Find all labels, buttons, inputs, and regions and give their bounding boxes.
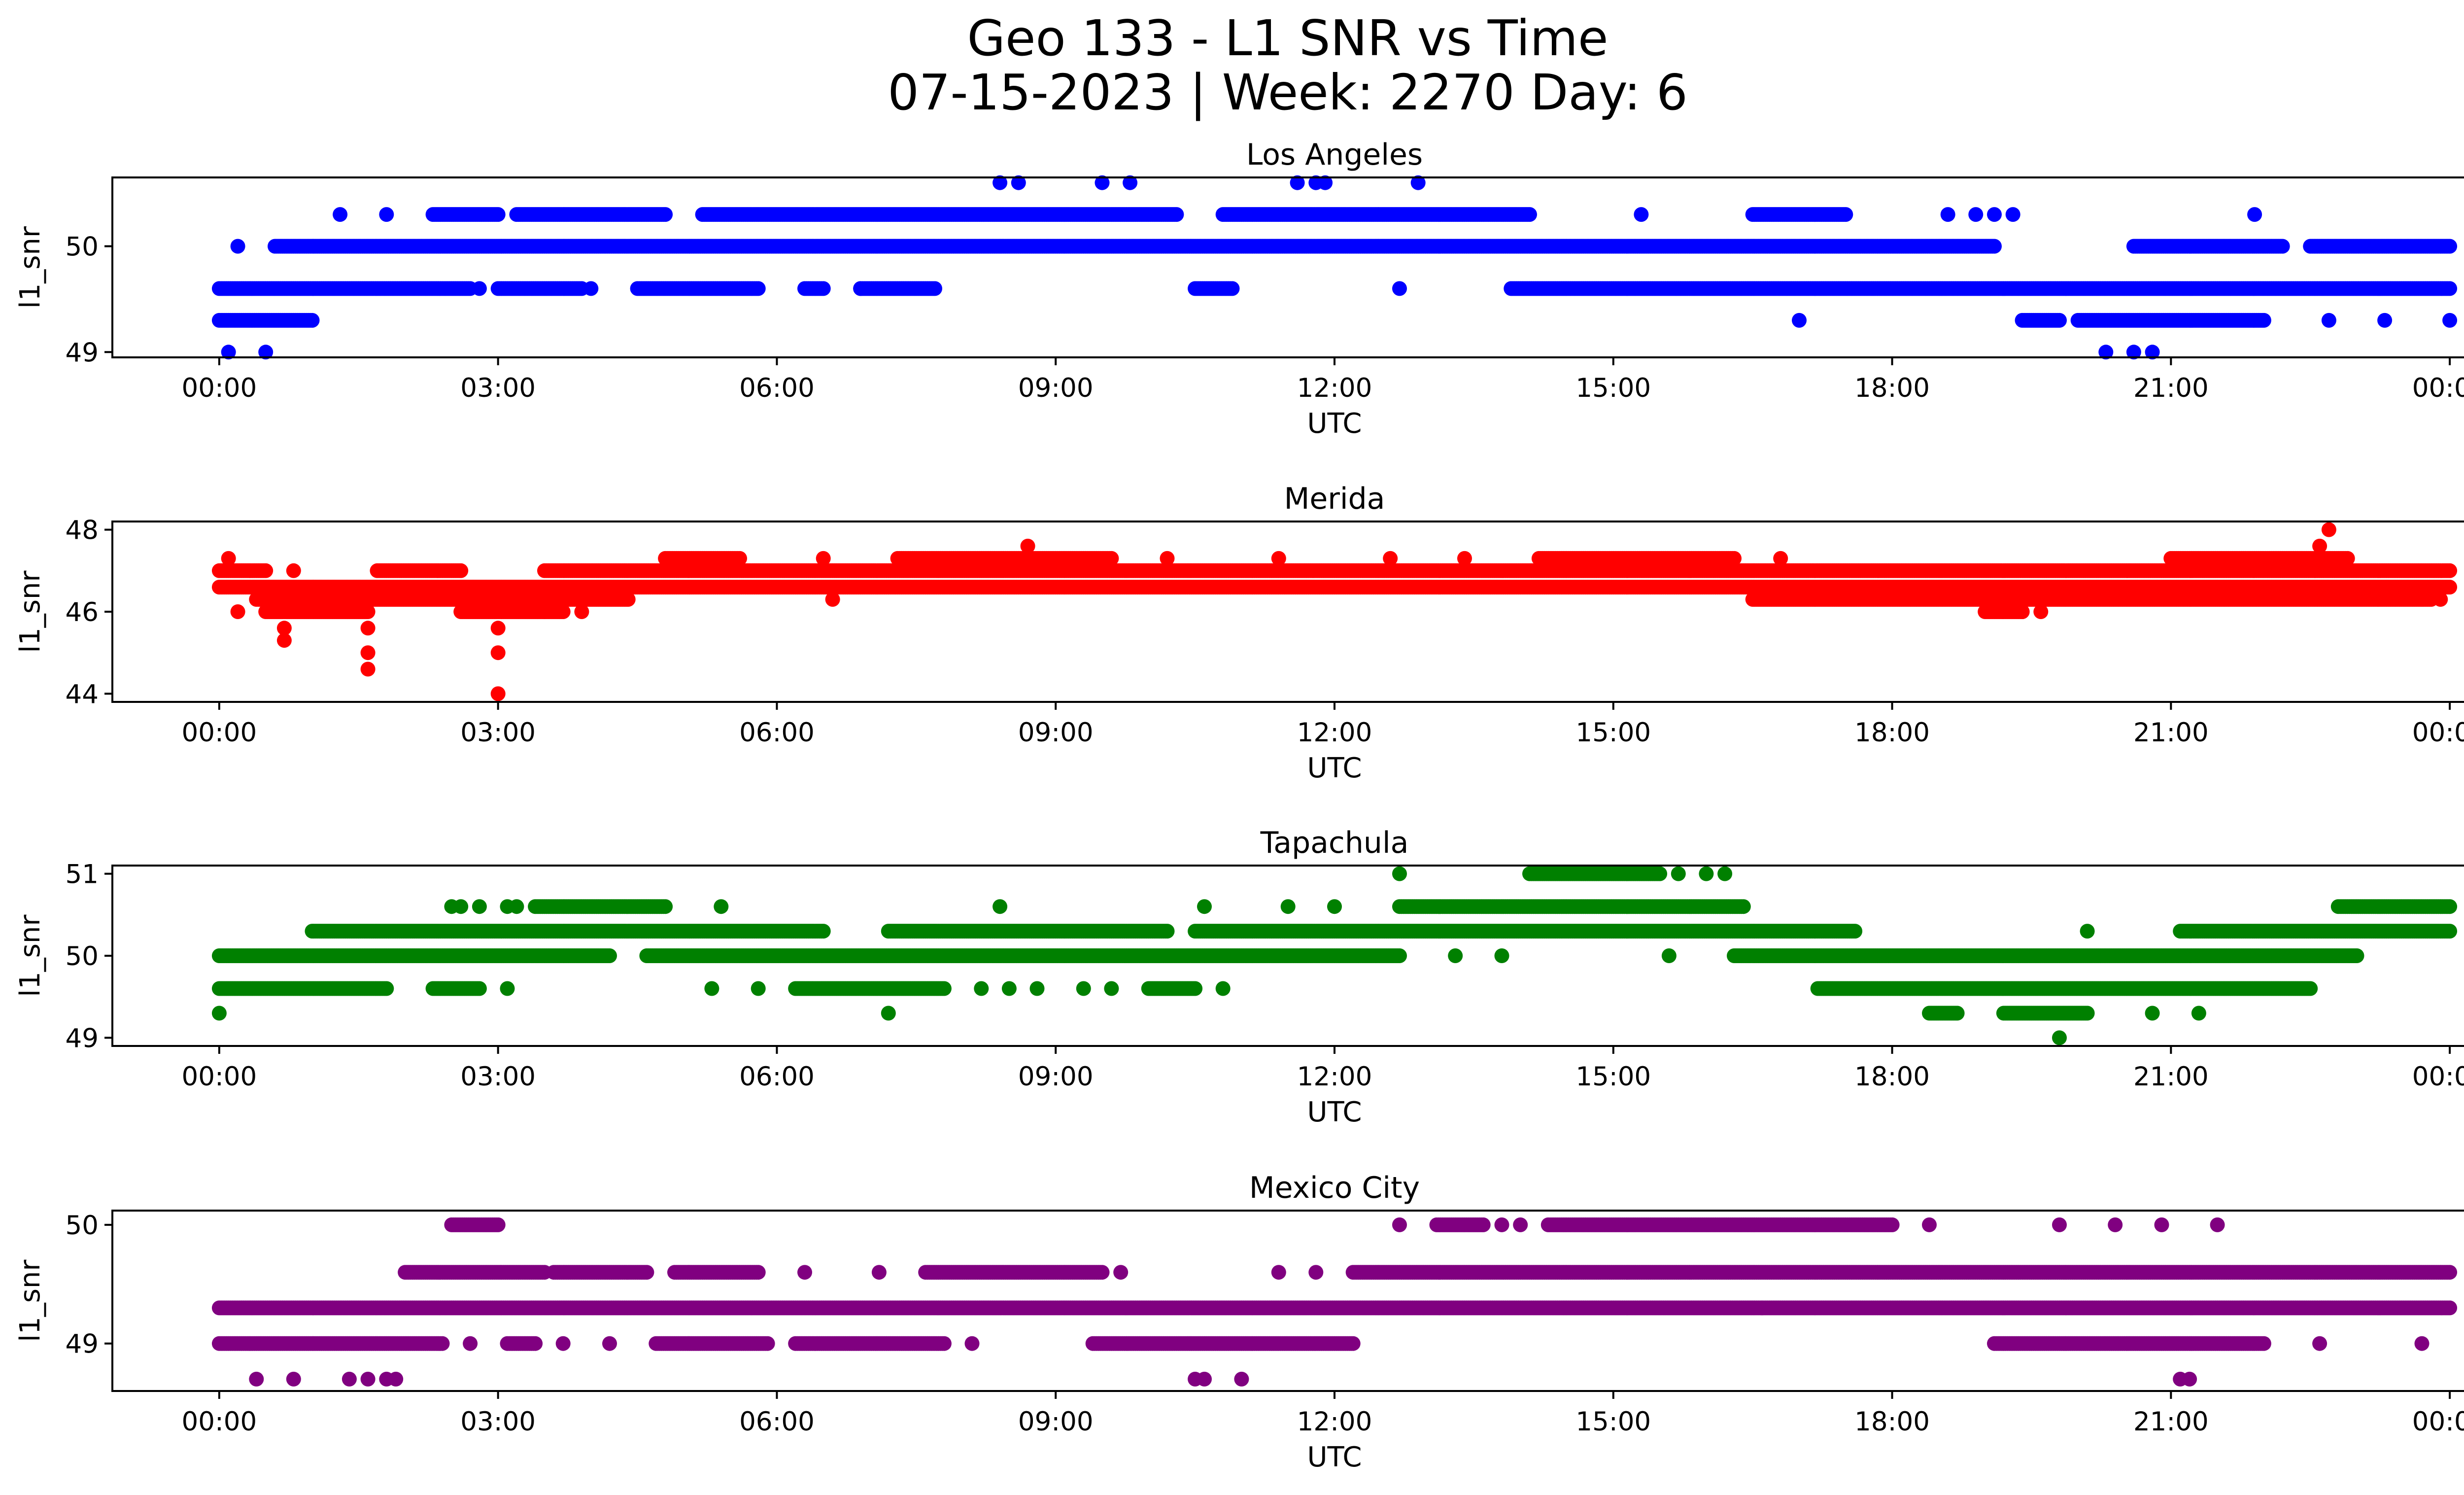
figure-title-line1: Geo 133 - L1 SNR vs Time xyxy=(967,9,1608,67)
chart-los-angeles-xtick-label: 00:00 xyxy=(182,373,257,403)
chart-los-angeles-xtick-label: 12:00 xyxy=(1297,373,1372,403)
chart-los-angeles-point xyxy=(853,281,868,296)
chart-los-angeles-point xyxy=(2052,313,2067,328)
subplot-los-angeles: Los Angeles 00:00 03:00 06:00 09:00 12:00 15:0… xyxy=(14,138,2464,440)
chart-los-angeles-point xyxy=(1169,207,1184,222)
chart-los-angeles-point xyxy=(583,281,599,296)
chart-los-angeles-point xyxy=(1634,207,1649,222)
chart-los-angeles-point xyxy=(333,207,348,222)
chart-los-angeles-point xyxy=(2442,281,2458,296)
figure-title-line2: 07-15-2023 | Week: 2270 Day: 6 xyxy=(888,64,1687,121)
chart-merida-point xyxy=(453,563,469,578)
chart-los-angeles-xtick-label: 21:00 xyxy=(2133,373,2209,403)
chart-los-angeles-point xyxy=(2145,345,2160,360)
chart-los-angeles-point xyxy=(2275,239,2290,254)
chart-los-angeles-point xyxy=(1290,175,1305,190)
chart-los-angeles-point xyxy=(1838,207,1853,222)
chart-los-angeles-point xyxy=(1392,281,1407,296)
chart-merida-point xyxy=(258,563,274,578)
chart-los-angeles-point xyxy=(221,345,236,360)
chart-los-angeles-xtick-label: 06:00 xyxy=(739,373,815,403)
chart-los-angeles-point xyxy=(1318,175,1333,190)
chart-los-angeles-point xyxy=(1987,239,2002,254)
chart-los-angeles-point xyxy=(1123,175,1138,190)
chart-los-angeles-point xyxy=(305,313,320,328)
chart-los-angeles-xtick-label: 09:00 xyxy=(1018,373,1094,403)
chart-los-angeles-point xyxy=(2247,207,2262,222)
chart-los-angeles-point xyxy=(927,281,942,296)
chart-los-angeles-point xyxy=(751,281,766,296)
chart-los-angeles-point xyxy=(2005,207,2020,222)
chart-los-angeles-point xyxy=(2126,345,2141,360)
chart-los-angeles-point xyxy=(258,345,274,360)
chart-los-angeles-point xyxy=(2442,313,2458,328)
chart-los-angeles-xtick-label: 15:00 xyxy=(1575,373,1651,403)
chart-los-angeles-point xyxy=(2321,313,2336,328)
chart-merida-title: Merida xyxy=(1284,482,1385,516)
chart-los-angeles-xtick-label: 00:00 xyxy=(2412,373,2464,403)
chart-los-angeles-point xyxy=(658,207,673,222)
chart-los-angeles-title: Los Angeles xyxy=(1246,138,1423,172)
chart-los-angeles-point xyxy=(2098,345,2114,360)
chart-los-angeles-points xyxy=(211,175,2458,360)
chart-los-angeles-xtick-label: 18:00 xyxy=(1854,373,1930,403)
chart-los-angeles-point xyxy=(1410,175,1426,190)
chart-los-angeles-point xyxy=(992,175,1008,190)
chart-los-angeles-point xyxy=(472,281,487,296)
chart-los-angeles-point xyxy=(230,239,245,254)
chart-los-angeles-point xyxy=(1940,207,1955,222)
chart-los-angeles-point xyxy=(1522,207,1537,222)
chart-los-angeles-point xyxy=(379,207,394,222)
chart-los-angeles-point xyxy=(1987,207,2002,222)
chart-merida-points xyxy=(211,522,2458,701)
chart-los-angeles-xlabel: UTC xyxy=(1307,408,1362,440)
chart-los-angeles-ytick-label: 49 xyxy=(66,338,99,368)
chart-los-angeles-ytick-label: 50 xyxy=(66,232,99,262)
chart-los-angeles-ylabel: l1_snr xyxy=(14,226,46,309)
chart-los-angeles-point xyxy=(490,207,506,222)
chart-merida-point xyxy=(2442,563,2458,578)
chart-los-angeles-point xyxy=(1095,175,1110,190)
chart-los-angeles-point xyxy=(2442,239,2458,254)
chart-los-angeles-point xyxy=(1792,313,1807,328)
chart-los-angeles-point xyxy=(1011,175,1026,190)
chart-los-angeles-point xyxy=(816,281,831,296)
chart-los-angeles-point xyxy=(1968,207,1984,222)
chart-los-angeles-point xyxy=(2256,313,2271,328)
chart-los-angeles-point xyxy=(1225,281,1240,296)
chart-los-angeles-xtick-label: 03:00 xyxy=(460,373,536,403)
chart-los-angeles-point xyxy=(2377,313,2393,328)
